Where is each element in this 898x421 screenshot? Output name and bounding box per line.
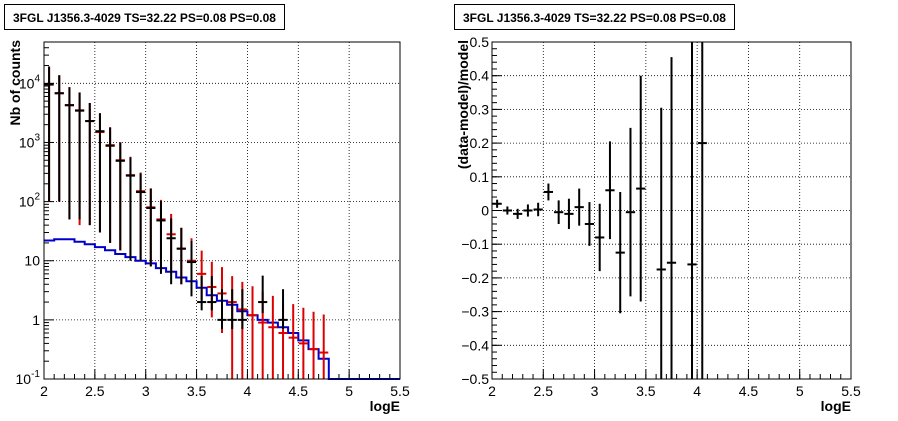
x-axis-title: logE [821, 398, 851, 414]
y-tick-label: −0.3 [461, 304, 489, 320]
x-tick-label: 3.5 [187, 383, 207, 399]
data-point [656, 107, 666, 379]
data-point [85, 103, 95, 226]
plot-frame [43, 41, 401, 380]
model-point [319, 314, 329, 379]
data-point [166, 218, 176, 285]
y-axis-title: Nb of counts [7, 40, 23, 126]
data-point [564, 198, 574, 230]
data-point [697, 42, 707, 379]
data-point [115, 142, 125, 251]
data-point [605, 141, 615, 240]
residuals-chart: 2 2.5 3 3.5 4 4.5 5 5.5 −0.5 −0.4 −0.3 −0.2 −0.1 0 0.1… [455, 34, 861, 414]
data-point [186, 241, 197, 297]
data-point [125, 157, 136, 261]
x-tick-label: 3 [591, 383, 599, 399]
y-tick-label: 0 [481, 203, 489, 219]
data-point [136, 173, 146, 261]
x-tick-label: 2.5 [85, 383, 105, 399]
data-point [278, 289, 288, 330]
x-tick-label: 4.5 [289, 383, 309, 399]
data-point [95, 113, 105, 233]
data-point [75, 92, 85, 220]
x-tick-label: 3.5 [636, 383, 656, 399]
data-point [533, 202, 543, 217]
residuals-chart-title: 3FGL J1356.3-4029 TS=32.22 PS=0.08 PS=0.… [454, 4, 735, 30]
y-tick-label: −0.5 [461, 371, 489, 387]
data-point [625, 127, 636, 297]
x-tick-label: 4 [693, 383, 701, 399]
y-tick-label: 0.3 [470, 101, 490, 117]
y-tick-label: −0.2 [461, 270, 489, 286]
data-point [615, 191, 625, 314]
model-point [288, 304, 298, 379]
x-tick-label: 2 [40, 383, 48, 399]
x-tick-label: 4.5 [739, 383, 759, 399]
data-point [513, 208, 523, 219]
data-point [237, 289, 247, 330]
y-tick-label: 0.4 [470, 68, 490, 84]
model-point [298, 307, 308, 379]
y-axis-title: (data-model)/model [455, 40, 471, 169]
data-point [574, 188, 584, 226]
data-point [197, 276, 207, 311]
data-point [207, 276, 217, 311]
x-tick-label: 4 [244, 383, 252, 399]
data-point [554, 200, 564, 224]
y-tick-label: 1 [32, 312, 40, 328]
x-tick-label: 5 [345, 383, 353, 399]
model-point [247, 286, 258, 379]
y-tick-label: −0.1 [461, 236, 489, 252]
data-point [543, 183, 554, 201]
data-point [584, 202, 595, 246]
model-point [268, 295, 278, 379]
counts-chart-title: 3FGL J1356.3-4029 TS=32.22 PS=0.08 PS=0.… [4, 4, 285, 30]
data-point [227, 289, 237, 330]
y-tick-label: 102 [19, 192, 41, 210]
y-tick-label: 10-1 [16, 369, 41, 387]
model-point [308, 311, 319, 379]
counts-panel: 2 2.5 3 3.5 4 4.5 5 5.5 10-1 1 10 102 103 104 logE Nb o… [4, 4, 410, 414]
plot-frame [491, 41, 852, 380]
data-point [258, 275, 268, 314]
data-point [502, 206, 513, 215]
data-point [176, 227, 186, 285]
data-point [217, 289, 227, 330]
data-point [636, 75, 646, 302]
x-tick-label: 3 [142, 383, 150, 399]
x-tick-label: 2 [488, 383, 496, 399]
data-point [666, 57, 677, 379]
y-tick-label: 0.5 [470, 34, 490, 50]
y-tick-label: 0.1 [470, 169, 490, 185]
y-tick-label: −0.4 [461, 337, 489, 353]
data-point [492, 199, 502, 208]
data-point [105, 127, 115, 243]
y-tick-label: 10 [24, 253, 40, 269]
residuals-panel: 2 2.5 3 3.5 4 4.5 5 5.5 −0.5 −0.4 −0.3 −0.2 −0.1 0 0.1… [449, 0, 898, 421]
data-point [156, 201, 166, 274]
data-point [595, 203, 605, 272]
data-point [54, 75, 64, 202]
x-axis-title: logE [370, 398, 400, 414]
counts-chart: 2 2.5 3 3.5 4 4.5 5 5.5 10-1 1 10 102 103 104 logE Nb o… [7, 40, 410, 414]
data-point [523, 204, 533, 217]
y-tick-label: 103 [19, 132, 41, 150]
data-point [64, 87, 75, 220]
y-tick-label: 0.2 [470, 135, 490, 151]
x-tick-label: 5.5 [390, 383, 410, 399]
data-point [44, 66, 54, 202]
data-point [687, 42, 697, 379]
x-tick-label: 2.5 [534, 383, 554, 399]
data-point [146, 188, 156, 267]
x-tick-label: 5.5 [841, 383, 861, 399]
x-tick-label: 5 [796, 383, 804, 399]
y-tick-label: 104 [19, 73, 41, 91]
